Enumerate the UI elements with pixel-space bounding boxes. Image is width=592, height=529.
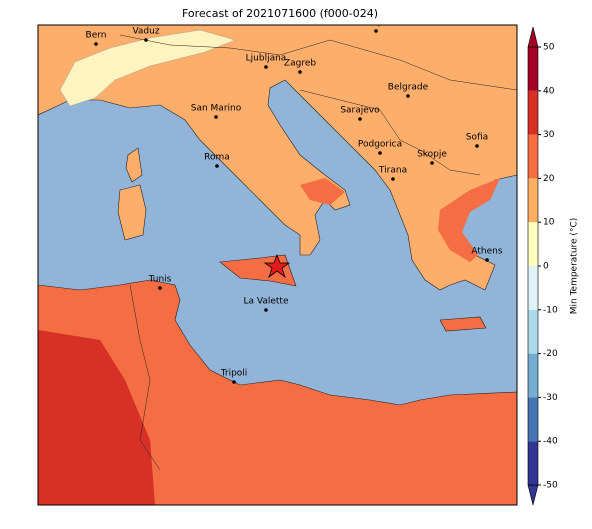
colorbar-band — [528, 441, 538, 485]
colorbar-extend-top — [527, 26, 539, 48]
city-dot — [298, 70, 302, 74]
city-label: Roma — [204, 153, 230, 163]
colorbar-extend-bottom — [527, 484, 539, 506]
island-sardinia — [117, 184, 147, 241]
colorbar-tick-label: -20 — [543, 349, 558, 359]
colorbar-band — [528, 266, 538, 310]
colorbar-tick-label: -30 — [543, 393, 558, 403]
plot-frame — [37, 24, 518, 506]
city-label: Vaduz — [132, 27, 159, 37]
cool-zone-alps — [59, 29, 236, 107]
colorbar-label: Min Temperature (°C) — [570, 218, 580, 315]
city-label: Budapest — [355, 18, 398, 28]
colorbar-band — [528, 178, 538, 223]
city-label: Zagreb — [284, 59, 316, 69]
city-dot — [215, 164, 219, 168]
city-dot — [264, 65, 268, 69]
border-line — [129, 284, 161, 471]
city-dot — [358, 117, 362, 121]
colorbar-tick-label: 30 — [543, 130, 555, 140]
city-dot — [94, 42, 98, 46]
colorbar-tick-label: -40 — [543, 437, 558, 447]
city-label: Skopje — [417, 150, 447, 160]
city-label: Tirana — [378, 166, 407, 176]
colorbar-band — [528, 309, 538, 354]
colorbar-band — [528, 47, 538, 91]
city-dot — [406, 94, 410, 98]
hot-zone-africa — [38, 330, 155, 505]
land-africa — [38, 279, 517, 505]
city-dot — [374, 29, 378, 33]
city-label: Sofia — [466, 133, 488, 143]
city-dot — [430, 161, 434, 165]
island-corsica — [125, 147, 143, 183]
colorbar-band — [528, 90, 538, 135]
city-dot — [214, 115, 218, 119]
island-crete — [439, 316, 487, 332]
event-star — [263, 253, 291, 279]
border-line — [119, 34, 517, 91]
warm-zone-greece — [438, 178, 500, 262]
city-dot — [144, 38, 148, 42]
colorbar-tick-label: 20 — [543, 174, 555, 184]
city-dot — [378, 151, 382, 155]
city-dot — [264, 308, 268, 312]
colorbar-band — [528, 397, 538, 442]
city-label: Tunis — [148, 275, 172, 285]
city-label: Podgorica — [358, 140, 402, 150]
border-line — [299, 89, 481, 176]
colorbar-tick-label: 0 — [543, 262, 549, 272]
city-label: Belgrade — [388, 83, 429, 93]
city-label: Bern — [86, 31, 107, 41]
colorbar-band — [528, 222, 538, 266]
colorbar-tick-label: -50 — [543, 481, 558, 491]
city-dot — [158, 286, 162, 290]
colorbar-band — [528, 134, 538, 179]
city-dot — [475, 144, 479, 148]
colorbar-tick-label: 10 — [543, 218, 555, 228]
map-title: Forecast of 2021071600 (f000-024) — [182, 7, 378, 20]
city-label: Tripoli — [220, 369, 248, 379]
city-label: San Marino — [191, 104, 242, 114]
city-dot — [232, 380, 236, 384]
city-label: Sarajevo — [340, 106, 380, 116]
colorbar-tick-label: 40 — [543, 86, 555, 96]
city-label: Ljubljana — [246, 54, 287, 64]
city-dot — [391, 177, 395, 181]
colorbar-tick-label: 50 — [543, 43, 555, 53]
land-europe — [38, 25, 517, 291]
colorbar-band — [528, 353, 538, 398]
colorbar: -50 -40 -30 -20 -10 0 10 20 30 40 50 — [527, 26, 558, 506]
city-dot — [485, 258, 489, 262]
colorbar-tick-label: -10 — [543, 305, 558, 315]
city-label: La Valette — [244, 297, 289, 307]
city-label: Athens — [471, 247, 502, 257]
warm-zone-italy — [300, 178, 345, 205]
